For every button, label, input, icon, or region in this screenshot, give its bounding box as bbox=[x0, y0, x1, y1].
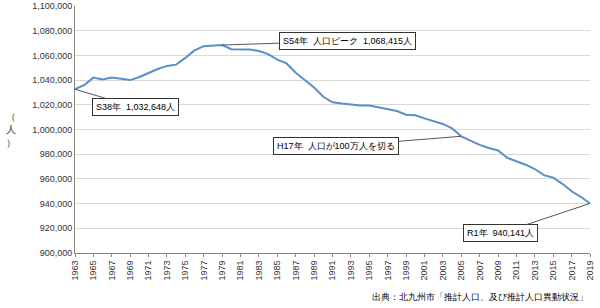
svg-text:1,100,000: 1,100,000 bbox=[32, 1, 72, 11]
svg-text:2003: 2003 bbox=[438, 261, 448, 281]
svg-text:出典：北九州市「推計人口、及び推計人口異動状況」: 出典：北九州市「推計人口、及び推計人口異動状況」 bbox=[372, 292, 588, 302]
svg-text:1981: 1981 bbox=[235, 261, 245, 281]
svg-text:R1年 940,141人: R1年 940,141人 bbox=[467, 228, 534, 238]
svg-text:1995: 1995 bbox=[364, 261, 374, 281]
svg-text:1983: 1983 bbox=[254, 261, 264, 281]
svg-text:H17年 人口が100万人を切る: H17年 人口が100万人を切る bbox=[277, 141, 395, 151]
svg-text:1967: 1967 bbox=[107, 261, 117, 281]
svg-text:1963: 1963 bbox=[70, 261, 80, 281]
svg-text:2009: 2009 bbox=[493, 261, 503, 281]
svg-text:2013: 2013 bbox=[530, 261, 540, 281]
svg-text:1987: 1987 bbox=[291, 261, 301, 281]
svg-text:1997: 1997 bbox=[383, 261, 393, 281]
svg-text:1971: 1971 bbox=[143, 261, 153, 281]
svg-text:2007: 2007 bbox=[475, 261, 485, 281]
svg-text:1999: 1999 bbox=[401, 261, 411, 281]
svg-text:1975: 1975 bbox=[180, 261, 190, 281]
svg-text:S38年 1,032,648人: S38年 1,032,648人 bbox=[96, 102, 175, 112]
svg-text:1,080,000: 1,080,000 bbox=[32, 26, 72, 36]
svg-text:1991: 1991 bbox=[327, 261, 337, 281]
svg-text:980,000: 980,000 bbox=[40, 149, 73, 159]
svg-text:1969: 1969 bbox=[125, 261, 135, 281]
svg-text:1,020,000: 1,020,000 bbox=[32, 100, 72, 110]
svg-text:2005: 2005 bbox=[456, 261, 466, 281]
svg-text:1,000,000: 1,000,000 bbox=[32, 125, 72, 135]
svg-text:1973: 1973 bbox=[162, 261, 172, 281]
svg-text:1985: 1985 bbox=[272, 261, 282, 281]
svg-text:960,000: 960,000 bbox=[40, 174, 73, 184]
svg-text:1979: 1979 bbox=[217, 261, 227, 281]
svg-text:1993: 1993 bbox=[346, 261, 356, 281]
svg-text:2015: 2015 bbox=[548, 261, 558, 281]
svg-text:1,060,000: 1,060,000 bbox=[32, 51, 72, 61]
svg-text:S54年 人口ピーク 1,068,415人: S54年 人口ピーク 1,068,415人 bbox=[283, 36, 412, 46]
svg-text:2001: 2001 bbox=[419, 261, 429, 281]
svg-text:（人）: （人） bbox=[6, 111, 16, 148]
svg-text:2017: 2017 bbox=[567, 261, 577, 281]
svg-text:900,000: 900,000 bbox=[40, 248, 73, 258]
svg-text:940,000: 940,000 bbox=[40, 199, 73, 209]
svg-text:920,000: 920,000 bbox=[40, 223, 73, 233]
svg-text:1965: 1965 bbox=[88, 261, 98, 281]
svg-text:1,040,000: 1,040,000 bbox=[32, 75, 72, 85]
svg-text:1977: 1977 bbox=[199, 261, 209, 281]
svg-text:2019: 2019 bbox=[585, 261, 595, 281]
svg-text:2011: 2011 bbox=[511, 261, 521, 280]
svg-text:1989: 1989 bbox=[309, 261, 319, 281]
